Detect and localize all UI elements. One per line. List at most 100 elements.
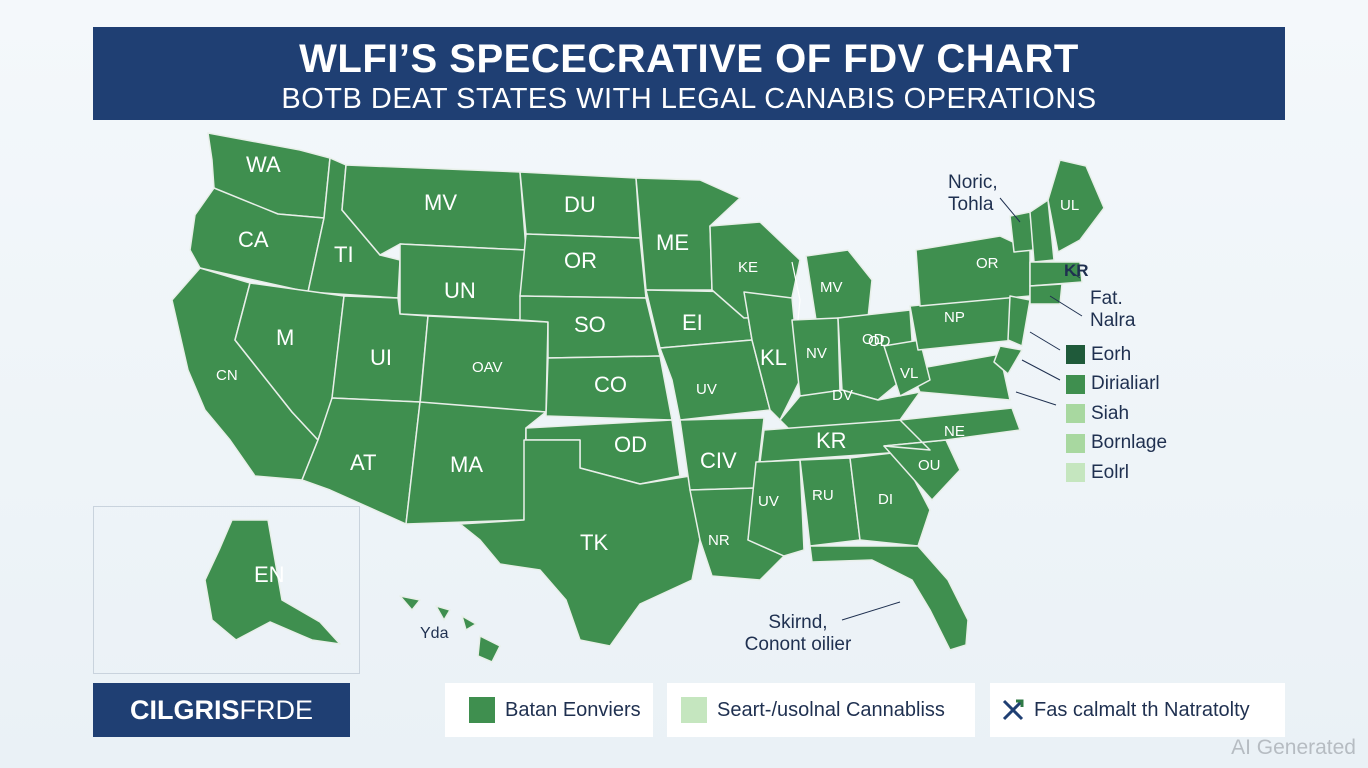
leader-noric xyxy=(999,197,1021,223)
side-legend: Eorh Dirialiarl Siah Bornlage Eolrl xyxy=(1066,340,1167,488)
state-mo xyxy=(659,339,771,421)
badge-rest-text: FRDE xyxy=(239,694,314,725)
state-md xyxy=(993,345,1023,375)
legend-swatch-pale xyxy=(1066,463,1085,483)
leader-siah xyxy=(1015,391,1057,406)
note-kr-code: KR xyxy=(1064,261,1089,280)
note-top-right-line1: Noric, xyxy=(948,172,998,193)
leader-fat xyxy=(1049,295,1083,317)
label-ca: CN xyxy=(216,367,238,384)
leader-eorh xyxy=(1029,331,1061,351)
bottom-legend-label: Fas calmalt th Natratolty xyxy=(1034,698,1250,721)
note-gulf-line1: Skirnd, xyxy=(768,612,828,633)
chart-title: WLFI’S SPECECRATIVE OF FDV CHART xyxy=(299,37,1079,81)
label-ky: DV xyxy=(832,387,853,404)
bottom-legend-label: Batan Eonviers xyxy=(505,698,641,721)
legend-item: Bornlage xyxy=(1066,429,1167,459)
label-ne: SO xyxy=(574,312,606,337)
legend-label: Eolrl xyxy=(1091,461,1130,483)
label-la: NR xyxy=(708,532,730,549)
label-wi: KE xyxy=(738,259,758,276)
note-mid-right-line1: Fat. xyxy=(1090,288,1123,309)
legend-item: Eorh xyxy=(1066,340,1167,370)
state-nc xyxy=(883,407,1021,451)
note-mid-right-line2: Nalra xyxy=(1090,310,1136,331)
bottom-badge: CILGRIS FRDE xyxy=(93,683,350,737)
label-pa: NP xyxy=(944,309,965,326)
leader-kr xyxy=(1065,267,1081,279)
bottom-legend-1: Batan Eonviers xyxy=(445,683,653,737)
label-nd: DU xyxy=(564,192,596,217)
state-me xyxy=(1047,159,1105,253)
state-fl xyxy=(809,545,969,651)
legend-label: Eorh xyxy=(1091,343,1132,365)
label-mn: ME xyxy=(656,230,689,255)
label-hi: Yda xyxy=(420,625,449,642)
label-ia: EI xyxy=(682,310,703,335)
label-or: CA xyxy=(238,227,269,252)
label-sc: OU xyxy=(918,457,941,474)
label-mi: MV xyxy=(820,279,843,296)
state-ak xyxy=(204,519,341,645)
state-hi xyxy=(399,595,501,663)
label-az: AT xyxy=(350,450,376,475)
state-labels: WA MV CA TI UN DU OR ME KE MV OR M UI OA… xyxy=(216,152,1079,642)
label-nm: MA xyxy=(450,452,483,477)
label-wv: OD xyxy=(868,333,891,350)
title-banner: WLFI’S SPECECRATIVE OF FDV CHART BOTB DE… xyxy=(93,27,1285,120)
note-mid-right: Fat. Nalra xyxy=(1090,288,1135,332)
legend-swatch-dark xyxy=(1066,345,1085,365)
label-ga: DI xyxy=(878,491,893,508)
bottom-legend-2: Seart-/usolnal Cannabliss xyxy=(667,683,975,737)
legend-swatch-mid xyxy=(1066,374,1085,394)
legend-swatch-light xyxy=(1066,404,1085,424)
legend-label: Dirialiarl xyxy=(1091,373,1160,395)
bottom-legend-3: Fas calmalt th Natratolty xyxy=(990,683,1285,737)
note-top-right: Noric, Tohla xyxy=(948,172,998,216)
badge-bold-text: CILGRIS xyxy=(129,694,240,725)
state-ma xyxy=(1029,261,1083,287)
label-ut: UI xyxy=(370,345,392,370)
label-sd: OR xyxy=(564,248,597,273)
label-in: NV xyxy=(806,345,827,362)
label-mo: UV xyxy=(696,381,717,398)
legend-item: Eolrl xyxy=(1066,458,1167,488)
legend-item: Dirialiarl xyxy=(1066,370,1167,400)
label-ny: OR xyxy=(976,255,999,272)
cross-arrow-icon xyxy=(1000,697,1026,723)
note-gulf: Skirnd, Conont oilier xyxy=(736,612,860,656)
label-ok: OD xyxy=(614,432,647,457)
note-top-right-line2: Tohla xyxy=(948,194,994,215)
state-ms xyxy=(747,459,805,557)
state-tx xyxy=(459,439,701,647)
label-wy: UN xyxy=(444,278,476,303)
lake-michigan-outline xyxy=(791,261,801,321)
label-al: RU xyxy=(812,487,834,504)
bottom-legend-swatch-green xyxy=(469,697,495,723)
state-nj xyxy=(1007,295,1031,347)
label-ms: UV xyxy=(758,493,779,510)
state-or xyxy=(189,187,325,293)
label-id: TI xyxy=(334,242,354,267)
state-wv xyxy=(883,339,931,397)
state-mi xyxy=(805,249,873,321)
legend-item: Siah xyxy=(1066,399,1167,429)
label-me: UL xyxy=(1060,197,1079,214)
alaska-hawaii-inset-frame xyxy=(93,506,360,674)
state-nh xyxy=(1029,199,1055,263)
legend-swatch-light xyxy=(1066,433,1085,453)
leader-skirnd xyxy=(841,601,901,621)
bottom-legend-label: Seart-/usolnal Cannabliss xyxy=(717,698,945,721)
label-ks: CO xyxy=(594,372,627,397)
label-wa: WA xyxy=(246,152,281,177)
label-ak: EN xyxy=(254,562,285,587)
label-mt: MV xyxy=(424,190,457,215)
legend-label: Bornlage xyxy=(1091,432,1168,454)
chart-subtitle: BOTB DEAT STATES WITH LEGAL CANABIS OPER… xyxy=(281,83,1097,115)
leader-diri xyxy=(1021,359,1061,381)
note-gulf-line2: Conont oilier xyxy=(744,634,852,655)
label-va: VL xyxy=(900,365,918,382)
ai-generated-watermark: AI Generated xyxy=(1231,736,1356,759)
label-nv: M xyxy=(276,325,294,350)
